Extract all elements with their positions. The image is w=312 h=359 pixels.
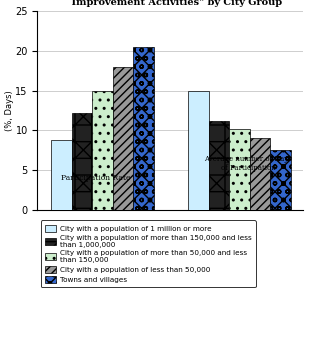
Bar — [92, 90, 113, 210]
Legend: City with a population of 1 million or more, City with a population of more than: City with a population of 1 million or m… — [41, 220, 256, 288]
Title: Fig. 4 Participation Rate and Average
Number of Days of Participation in "Local
: Fig. 4 Participation Rate and Average Nu… — [56, 0, 284, 7]
Text: Participation Rate: Participation Rate — [61, 174, 130, 182]
Text: Average number of Days
of Participation: Average number of Days of Participation — [204, 155, 292, 172]
Bar — [51, 140, 72, 210]
Bar — [229, 129, 250, 210]
Bar — [133, 47, 154, 210]
Bar — [113, 66, 133, 210]
Y-axis label: (%, Days): (%, Days) — [5, 90, 14, 131]
Bar — [270, 149, 291, 210]
Bar — [208, 121, 229, 210]
Bar — [250, 138, 270, 210]
Bar — [188, 90, 208, 210]
Bar — [72, 113, 92, 210]
